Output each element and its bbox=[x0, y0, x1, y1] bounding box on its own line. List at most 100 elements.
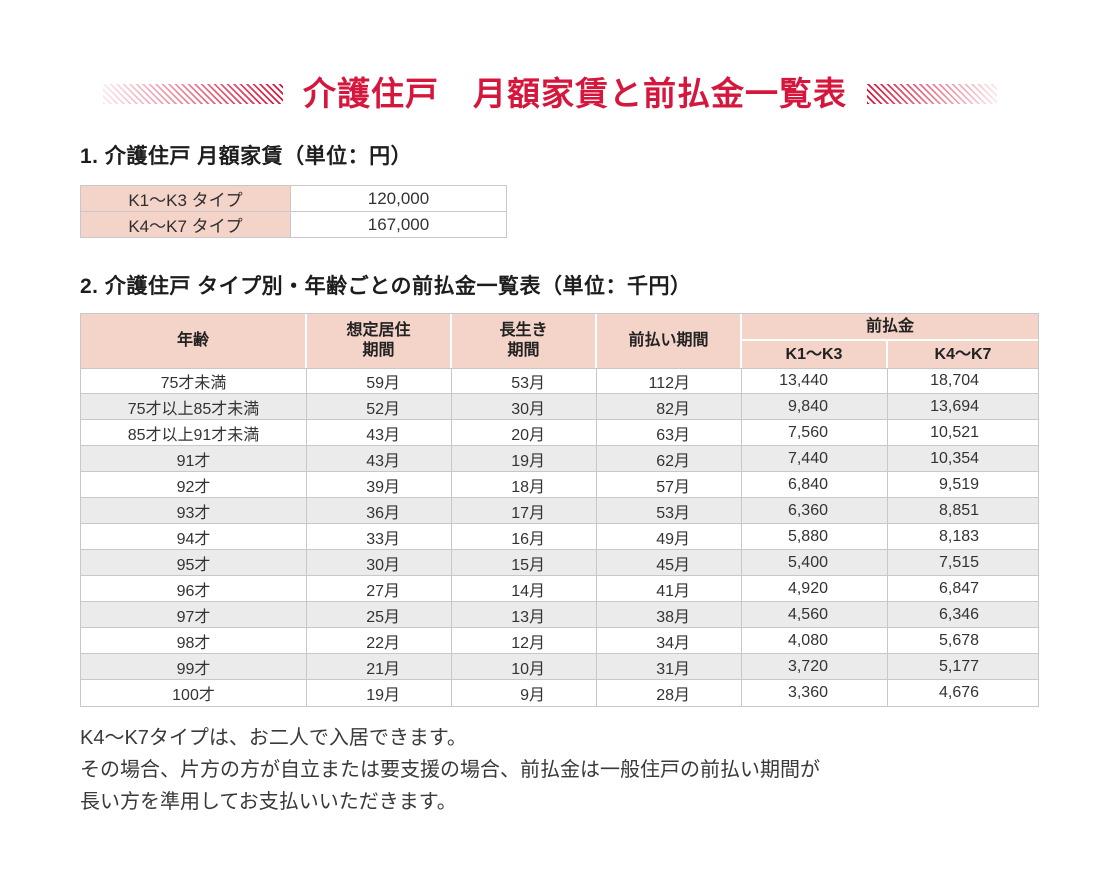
expected-residence-cell: 19月 bbox=[307, 680, 452, 707]
expected-residence-cell: 22月 bbox=[307, 628, 452, 655]
prepay-row: 75才未満 59月 53月 112月 13,440 18,704 bbox=[81, 368, 1039, 395]
longevity-cell: 53月 bbox=[452, 368, 597, 395]
k1k3-amount-cell: 7,440 bbox=[742, 446, 888, 473]
k1k3-amount-cell: 3,360 bbox=[742, 680, 888, 707]
prepayment-table-header: 年齢 想定居住 期間 長生き 期間 前払い期間 前払金 K1〜K3 K4〜K7 bbox=[81, 314, 1039, 369]
prepay-period-cell: 34月 bbox=[597, 628, 742, 655]
header-k1k3: K1〜K3 bbox=[742, 341, 888, 369]
prepay-period-cell: 53月 bbox=[597, 498, 742, 525]
k4k7-amount-cell: 13,694 bbox=[888, 394, 1039, 421]
prepay-row: 75才以上85才未満 52月 30月 82月 9,840 13,694 bbox=[81, 394, 1039, 421]
longevity-cell: 17月 bbox=[452, 498, 597, 525]
age-cell: 95才 bbox=[81, 550, 307, 577]
longevity-cell: 20月 bbox=[452, 420, 597, 447]
age-cell: 100才 bbox=[81, 680, 307, 707]
expected-residence-cell: 25月 bbox=[307, 602, 452, 629]
rent-value-cell: 167,000 bbox=[290, 211, 507, 239]
k4k7-amount-cell: 10,521 bbox=[888, 420, 1039, 447]
age-cell: 94才 bbox=[81, 524, 307, 551]
age-cell: 75才未満 bbox=[81, 368, 307, 395]
k1k3-amount-cell: 4,080 bbox=[742, 628, 888, 655]
header-expected-residence: 想定居住 期間 bbox=[307, 314, 452, 369]
longevity-cell: 18月 bbox=[452, 472, 597, 499]
prepay-row: 93才 36月 17月 53月 6,360 8,851 bbox=[81, 498, 1039, 525]
age-cell: 99才 bbox=[81, 654, 307, 681]
k4k7-amount-cell: 10,354 bbox=[888, 446, 1039, 473]
age-cell: 75才以上85才未満 bbox=[81, 394, 307, 421]
k1k3-amount-cell: 13,440 bbox=[742, 368, 888, 395]
note-line: K4〜K7タイプは、お二人で入居できます。 bbox=[80, 727, 467, 750]
k1k3-amount-cell: 5,400 bbox=[742, 550, 888, 577]
k1k3-amount-cell: 6,360 bbox=[742, 498, 888, 525]
k1k3-amount-cell: 9,840 bbox=[742, 394, 888, 421]
header-prepay-period: 前払い期間 bbox=[597, 314, 742, 369]
expected-residence-cell: 21月 bbox=[307, 654, 452, 681]
rent-value-cell: 120,000 bbox=[290, 185, 507, 213]
prepay-period-cell: 41月 bbox=[597, 576, 742, 603]
header-k4k7: K4〜K7 bbox=[888, 341, 1039, 369]
k1k3-amount-cell: 3,720 bbox=[742, 654, 888, 681]
prepay-period-cell: 62月 bbox=[597, 446, 742, 473]
longevity-cell: 30月 bbox=[452, 394, 597, 421]
expected-residence-cell: 59月 bbox=[307, 368, 452, 395]
expected-residence-cell: 33月 bbox=[307, 524, 452, 551]
longevity-cell: 19月 bbox=[452, 446, 597, 473]
prepayment-table: 年齢 想定居住 期間 長生き 期間 前払い期間 前払金 K1〜K3 K4〜K7 … bbox=[80, 313, 1040, 708]
section-monthly-rent: 1. 介護住戸 月額家賃（単位：円） K1〜K3 タイプ 120,000 K4〜K7… bbox=[0, 140, 1100, 239]
diagonal-stripes-right-icon bbox=[867, 84, 997, 105]
section-prepayment: 2. 介護住戸 タイプ別・年齢ごとの前払金一覧表（単位：千円） 年齢 想定居住 … bbox=[0, 270, 1100, 708]
age-cell: 92才 bbox=[81, 472, 307, 499]
prepay-period-cell: 49月 bbox=[597, 524, 742, 551]
header-longevity: 長生き 期間 bbox=[452, 314, 597, 369]
k4k7-amount-cell: 9,519 bbox=[888, 472, 1039, 499]
prepay-period-cell: 112月 bbox=[597, 368, 742, 395]
header-prepayment: 前払金 bbox=[742, 314, 1039, 342]
page-title: 介護住戸 月額家賃と前払金一覧表 bbox=[303, 75, 847, 112]
rent-type-cell: K1〜K3 タイプ bbox=[80, 185, 291, 213]
expected-residence-cell: 43月 bbox=[307, 446, 452, 473]
prepay-period-cell: 45月 bbox=[597, 550, 742, 577]
k1k3-amount-cell: 4,560 bbox=[742, 602, 888, 629]
diagonal-stripes-left-icon bbox=[103, 84, 283, 105]
k4k7-amount-cell: 8,851 bbox=[888, 498, 1039, 525]
prepay-table-body: 75才未満 59月 53月 112月 13,440 18,704 75才以上85才未満 52月… bbox=[81, 368, 1039, 707]
prepay-period-cell: 57月 bbox=[597, 472, 742, 499]
expected-residence-cell: 30月 bbox=[307, 550, 452, 577]
k1k3-amount-cell: 4,920 bbox=[742, 576, 888, 603]
prepay-row: 85才以上91才未満 43月 20月 63月 7,560 10,521 bbox=[81, 420, 1039, 447]
section1-heading: 1. 介護住戸 月額家賃（単位：円） bbox=[80, 145, 413, 169]
k4k7-amount-cell: 7,515 bbox=[888, 550, 1039, 577]
title-banner: 介護住戸 月額家賃と前払金一覧表 bbox=[0, 0, 1100, 112]
expected-residence-cell: 52月 bbox=[307, 394, 452, 421]
longevity-cell: 10月 bbox=[452, 654, 597, 681]
prepay-row: 99才 21月 10月 31月 3,720 5,177 bbox=[81, 654, 1039, 681]
prepay-row: 95才 30月 15月 45月 5,400 7,515 bbox=[81, 550, 1039, 577]
k4k7-amount-cell: 5,177 bbox=[888, 654, 1039, 681]
prepay-row: 92才 39月 18月 57月 6,840 9,519 bbox=[81, 472, 1039, 499]
prepay-row: 97才 25月 13月 38月 4,560 6,346 bbox=[81, 602, 1039, 629]
prepay-period-cell: 38月 bbox=[597, 602, 742, 629]
rent-row: K4〜K7 タイプ 167,000 bbox=[80, 211, 507, 239]
prepay-period-cell: 63月 bbox=[597, 420, 742, 447]
expected-residence-cell: 39月 bbox=[307, 472, 452, 499]
expected-residence-cell: 43月 bbox=[307, 420, 452, 447]
expected-residence-cell: 27月 bbox=[307, 576, 452, 603]
k1k3-amount-cell: 6,840 bbox=[742, 472, 888, 499]
expected-residence-cell: 36月 bbox=[307, 498, 452, 525]
longevity-cell: 14月 bbox=[452, 576, 597, 603]
longevity-cell: 13月 bbox=[452, 602, 597, 629]
k4k7-amount-cell: 8,183 bbox=[888, 524, 1039, 551]
longevity-cell: 9月 bbox=[452, 680, 597, 707]
prepay-row: 94才 33月 16月 49月 5,880 8,183 bbox=[81, 524, 1039, 551]
k4k7-amount-cell: 18,704 bbox=[888, 368, 1039, 395]
rent-table-body: K1〜K3 タイプ 120,000 K4〜K7 タイプ 167,000 bbox=[80, 185, 507, 239]
rent-row: K1〜K3 タイプ 120,000 bbox=[80, 185, 507, 213]
k1k3-amount-cell: 7,560 bbox=[742, 420, 888, 447]
longevity-cell: 12月 bbox=[452, 628, 597, 655]
longevity-cell: 16月 bbox=[452, 524, 597, 551]
k4k7-amount-cell: 4,676 bbox=[888, 680, 1039, 707]
prepay-period-cell: 31月 bbox=[597, 654, 742, 681]
note-line: 長い方を準用してお支払いいただきます。 bbox=[80, 791, 457, 814]
longevity-cell: 15月 bbox=[452, 550, 597, 577]
